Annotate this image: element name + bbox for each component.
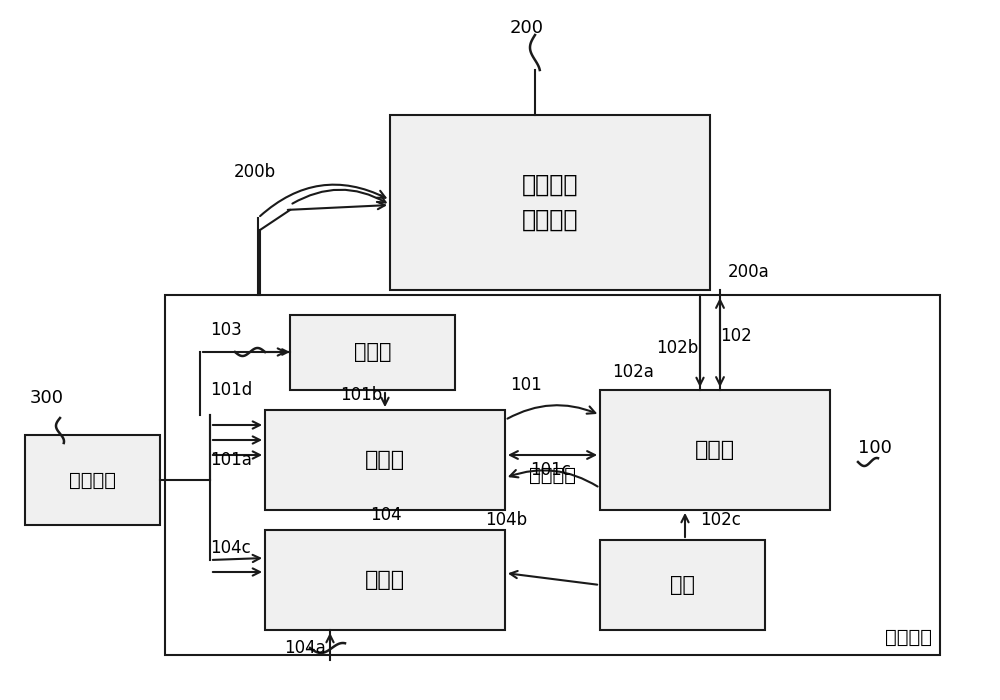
Text: 电池堆: 电池堆 [695, 440, 735, 460]
Text: 102: 102 [720, 327, 752, 345]
Text: 101: 101 [510, 376, 542, 394]
Text: 重整器: 重整器 [365, 450, 405, 470]
Text: 101a: 101a [210, 451, 252, 469]
Text: 200b: 200b [234, 163, 276, 181]
Text: 发电系统: 发电系统 [529, 466, 576, 484]
Text: 100: 100 [858, 439, 892, 457]
Text: 102c: 102c [700, 511, 741, 529]
Bar [265, 530, 505, 630]
Bar [265, 410, 505, 510]
Text: 104c: 104c [210, 539, 251, 557]
Text: 供气装置: 供气装置 [69, 470, 116, 489]
Text: 102a: 102a [612, 363, 654, 381]
Text: 发电系统: 发电系统 [885, 628, 932, 647]
Text: 200: 200 [510, 19, 544, 37]
Bar [290, 315, 455, 390]
Bar [390, 115, 710, 290]
Text: 104: 104 [370, 506, 402, 524]
Text: 200a: 200a [728, 263, 770, 281]
Text: 101b: 101b [340, 386, 382, 404]
Text: 空气: 空气 [670, 575, 695, 595]
Bar [600, 390, 830, 510]
Text: 二氧化碳
捕集系统: 二氧化碳 捕集系统 [522, 173, 578, 232]
Text: 101c: 101c [530, 461, 571, 479]
Text: 104a: 104a [284, 639, 326, 657]
Text: 300: 300 [30, 389, 64, 407]
Text: 101d: 101d [210, 381, 252, 399]
Bar [165, 295, 940, 655]
Text: 汽化器: 汽化器 [354, 342, 391, 363]
Bar [600, 540, 765, 630]
Text: 104b: 104b [485, 511, 527, 529]
Text: 102b: 102b [656, 339, 698, 357]
Text: 103: 103 [210, 321, 242, 339]
Text: 燃烧器: 燃烧器 [365, 570, 405, 590]
Bar [25, 435, 160, 525]
